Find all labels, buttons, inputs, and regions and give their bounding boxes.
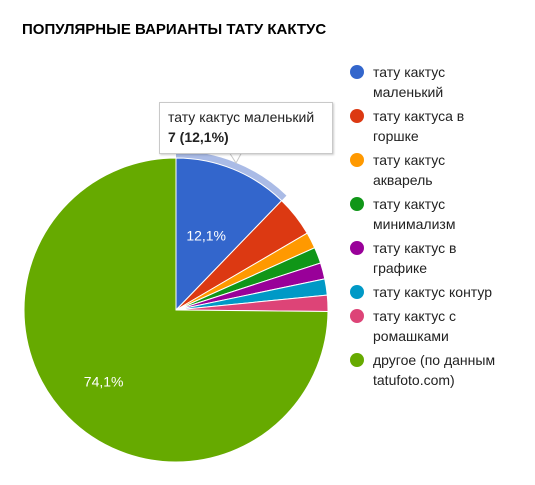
legend-label: тату кактус минимализм [373,196,456,232]
pie-slice-0[interactable] [175,157,283,312]
legend-label: тату кактуса в горшке [373,108,465,144]
tooltip: тату кактус маленький 7 (12,1%) [159,102,333,154]
slice-label-0: 12,1% [186,227,226,243]
tooltip-label: тату кактус маленький [168,109,315,125]
legend-swatch [350,309,364,323]
legend-swatch [350,241,364,255]
pie-slice-7[interactable] [23,157,329,463]
legend-label: другое (по данным tatufoto.com) [373,352,496,388]
legend-swatch [350,353,364,367]
legend-swatch [350,285,364,299]
legend-swatch [350,197,364,211]
legend-label: тату кактус с ромашками [373,308,456,344]
legend-label: тату кактус в графике [373,240,457,276]
legend-label: тату кактус контур [373,284,492,300]
legend-swatch [350,153,364,167]
legend-swatch [350,65,364,79]
legend-label: тату кактус маленький [373,64,446,100]
legend-label: тату кактус акварель [373,152,446,188]
chart-title: ПОПУЛЯРНЫЕ ВАРИАНТЫ ТАТУ КАКТУС [22,21,327,38]
legend-swatch [350,109,364,123]
slice-label-7: 74,1% [84,374,124,390]
tooltip-value: 7 (12,1%) [168,129,229,145]
